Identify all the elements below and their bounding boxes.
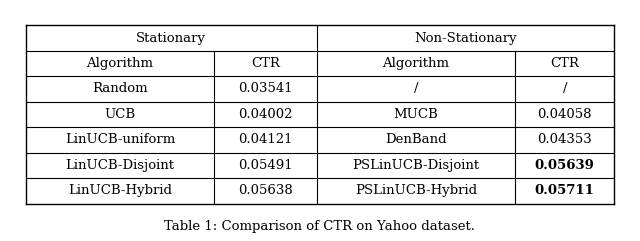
Text: MUCB: MUCB bbox=[394, 108, 438, 121]
Text: 0.05491: 0.05491 bbox=[238, 159, 293, 172]
Text: UCB: UCB bbox=[104, 108, 136, 121]
Text: /: / bbox=[413, 82, 419, 95]
Text: LinUCB-Disjoint: LinUCB-Disjoint bbox=[65, 159, 175, 172]
Text: Algorithm: Algorithm bbox=[383, 57, 449, 70]
Text: /: / bbox=[563, 82, 567, 95]
Text: 0.04002: 0.04002 bbox=[238, 108, 293, 121]
Text: Table 1: Comparison of CTR on Yahoo dataset.: Table 1: Comparison of CTR on Yahoo data… bbox=[164, 220, 476, 233]
Text: PSLinUCB-Disjoint: PSLinUCB-Disjoint bbox=[353, 159, 479, 172]
Text: 0.04058: 0.04058 bbox=[538, 108, 592, 121]
Text: 0.05638: 0.05638 bbox=[238, 184, 293, 197]
Text: DenBand: DenBand bbox=[385, 134, 447, 147]
Text: Random: Random bbox=[92, 82, 148, 95]
Text: 0.04121: 0.04121 bbox=[238, 134, 293, 147]
Text: 0.03541: 0.03541 bbox=[238, 82, 293, 95]
Text: Algorithm: Algorithm bbox=[86, 57, 154, 70]
Text: LinUCB-uniform: LinUCB-uniform bbox=[65, 134, 175, 147]
Text: Stationary: Stationary bbox=[136, 32, 206, 45]
Text: PSLinUCB-Hybrid: PSLinUCB-Hybrid bbox=[355, 184, 477, 197]
Text: 0.05711: 0.05711 bbox=[535, 184, 595, 197]
Text: CTR: CTR bbox=[550, 57, 579, 70]
Text: LinUCB-Hybrid: LinUCB-Hybrid bbox=[68, 184, 172, 197]
Text: CTR: CTR bbox=[251, 57, 280, 70]
Text: Non-Stationary: Non-Stationary bbox=[414, 32, 517, 45]
Text: 0.05639: 0.05639 bbox=[535, 159, 595, 172]
Text: 0.04353: 0.04353 bbox=[538, 134, 592, 147]
